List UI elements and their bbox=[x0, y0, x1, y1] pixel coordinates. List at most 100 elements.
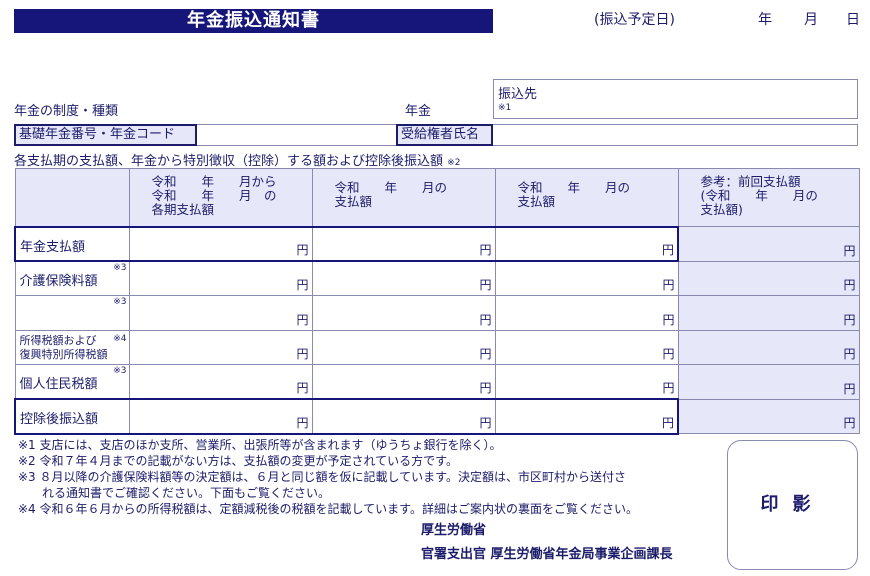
yen-unit: 円 bbox=[296, 243, 309, 257]
yen-unit: 円 bbox=[479, 278, 492, 292]
yen-unit: 円 bbox=[662, 347, 675, 361]
footnotes: ※1 支店には、支店のほか支所、営業所、出張所等が含まれます（ゆうちょ銀行を除く… bbox=[18, 437, 638, 517]
issuer-officer: 官署支出官 厚生労働省年金局事業企画課長 bbox=[421, 547, 673, 562]
amount-cell: 円 bbox=[128, 398, 313, 435]
yen-unit: 円 bbox=[661, 243, 674, 257]
row-label: 個人住民税額 ※3 bbox=[14, 364, 130, 400]
amount-cell: 円 bbox=[677, 364, 860, 400]
header-col: 令和 年 月の 支払額 bbox=[311, 168, 496, 227]
amount-cell: 円 bbox=[677, 260, 860, 296]
row-note: ※3 bbox=[113, 263, 127, 273]
payment-table: 令和 年 月から 令和 年 月 の各期支払額 令和 年 月の 支払額 令和 年 月の… bbox=[14, 168, 860, 435]
yen-unit: 円 bbox=[843, 347, 856, 361]
row-label: 介護保険料額 ※3 bbox=[14, 260, 130, 296]
amount-cell: 円 bbox=[128, 225, 313, 262]
yen-unit: 円 bbox=[479, 347, 492, 361]
yen-unit: 円 bbox=[843, 243, 856, 258]
row-label: 控除後振込額 bbox=[14, 398, 130, 435]
transfer-date-label: (振込予定日) bbox=[594, 12, 675, 28]
yen-unit: 円 bbox=[479, 312, 492, 327]
table-caption: 各支払期の支払額、年金から特別徴収（控除）する額および控除後振込額 ※2 bbox=[14, 150, 460, 169]
row-label: 所得税額および 復興特別所得税額 ※4 bbox=[14, 329, 130, 365]
amount-cell: 円 bbox=[494, 364, 679, 400]
amount-cell: 円 bbox=[128, 260, 313, 296]
issuer-ministry: 厚生労働省 bbox=[421, 523, 487, 538]
amount-cell: 円 bbox=[494, 225, 679, 262]
amount-cell: 円 bbox=[311, 329, 496, 365]
yen-unit: 円 bbox=[296, 312, 309, 327]
amount-cell: 円 bbox=[494, 398, 679, 435]
basic-number-label: 基礎年金番号・年金コード bbox=[14, 124, 197, 146]
amount-cell: 円 bbox=[311, 225, 496, 262]
header-col: 令和 年 月の 支払額 bbox=[494, 168, 679, 227]
footnote: ※2 令和７年４月までの記載がない方は、支払額の変更が予定されている方です。 bbox=[18, 454, 458, 468]
footnote: ※4 令和６年６月からの所得税額は、定額減税後の税額を記載しています。詳細はご案… bbox=[18, 502, 638, 516]
yen-unit: 円 bbox=[843, 312, 856, 327]
amount-cell: 円 bbox=[677, 226, 860, 262]
yen-unit: 円 bbox=[843, 381, 856, 396]
row-label: 年金支払額 bbox=[14, 225, 130, 262]
table-row: 控除後振込額 円 円 円 円 bbox=[14, 398, 860, 435]
table-row: 年金支払額 円 円 円 円 bbox=[14, 225, 860, 262]
yen-unit: 円 bbox=[296, 381, 309, 395]
pension-type-label: 年金の制度・種類 bbox=[14, 104, 119, 119]
yen-unit: 円 bbox=[661, 415, 674, 430]
row-note: ※3 bbox=[113, 297, 127, 307]
table-row: 所得税額および 復興特別所得税額 ※4 円 円 円 円 bbox=[14, 329, 860, 365]
yen-unit: 円 bbox=[843, 278, 856, 292]
row-label-text: 介護保険料額 bbox=[19, 274, 98, 289]
yen-unit: 円 bbox=[662, 381, 675, 395]
yen-unit: 円 bbox=[479, 243, 492, 257]
table-row: ※3 円 円 円 円 bbox=[14, 295, 860, 331]
amount-cell: 円 bbox=[128, 329, 313, 365]
bank-label: 振込先 bbox=[498, 87, 538, 102]
yen-unit: 円 bbox=[479, 415, 492, 430]
footnote: ※3 ８月以降の介護保険料額等の決定額は、６月と同じ額を仮に記載しています。決定… bbox=[18, 470, 626, 484]
amount-cell: 円 bbox=[311, 364, 496, 400]
amount-cell: 円 bbox=[494, 260, 679, 296]
amount-cell: 円 bbox=[494, 329, 679, 365]
yen-unit: 円 bbox=[296, 347, 309, 361]
amount-cell: 円 bbox=[677, 329, 860, 365]
seal-stamp-box: 印影 bbox=[727, 440, 858, 570]
table-row: 個人住民税額 ※3 円 円 円 円 bbox=[14, 364, 860, 400]
amount-cell: 円 bbox=[128, 364, 313, 400]
row-label: ※3 bbox=[14, 295, 130, 331]
yen-unit: 円 bbox=[843, 416, 856, 430]
row-label-text: 個人住民税額 bbox=[19, 377, 98, 392]
table-row: 介護保険料額 ※3 円 円 円 円 bbox=[14, 260, 860, 296]
row-note: ※3 bbox=[113, 366, 127, 376]
amount-cell: 円 bbox=[311, 260, 496, 296]
amount-cell: 円 bbox=[677, 398, 860, 434]
row-label-text: 年金支払額 bbox=[20, 239, 86, 255]
row-label-text: 所得税額および 復興特別所得税額 bbox=[19, 333, 108, 361]
amount-cell: 円 bbox=[128, 295, 313, 331]
amount-cell: 円 bbox=[311, 295, 496, 331]
footnote: ※1 支店には、支店のほか支所、営業所、出張所等が含まれます（ゆうちょ銀行を除く… bbox=[18, 438, 502, 452]
bank-field: 振込先 ※1 bbox=[493, 79, 858, 119]
amount-cell: 円 bbox=[494, 295, 679, 331]
recipient-label: 受給権者氏名 bbox=[396, 124, 493, 146]
date-month: 月 bbox=[804, 12, 818, 28]
caption-text: 各支払期の支払額、年金から特別徴収（控除）する額および控除後振込額 bbox=[14, 154, 444, 169]
date-day: 日 bbox=[846, 12, 860, 28]
date-year: 年 bbox=[758, 12, 772, 28]
yen-unit: 円 bbox=[479, 381, 492, 395]
row-label-text: 控除後振込額 bbox=[20, 412, 99, 427]
yen-unit: 円 bbox=[662, 312, 675, 327]
header-col: 令和 年 月から 令和 年 月 の各期支払額 bbox=[128, 168, 313, 227]
document-title: 年金振込通知書 bbox=[14, 9, 493, 33]
header-blank bbox=[14, 168, 130, 227]
amount-cell: 円 bbox=[677, 295, 860, 331]
caption-note: ※2 bbox=[447, 158, 461, 168]
footnote: れる通知書でご確認ください。下面もご覧ください。 bbox=[18, 486, 331, 500]
header-col: 参考：前回支払額 (令和 年 月の 支払額) bbox=[677, 168, 860, 227]
yen-unit: 円 bbox=[662, 278, 675, 292]
yen-unit: 円 bbox=[296, 278, 309, 292]
pension-suffix: 年金 bbox=[405, 104, 432, 119]
amount-cell: 円 bbox=[311, 398, 496, 435]
row-note: ※4 bbox=[113, 333, 127, 344]
yen-unit: 円 bbox=[296, 415, 309, 430]
table-header: 令和 年 月から 令和 年 月 の各期支払額 令和 年 月の 支払額 令和 年 月の… bbox=[14, 168, 860, 227]
bank-note: ※1 bbox=[498, 103, 512, 113]
